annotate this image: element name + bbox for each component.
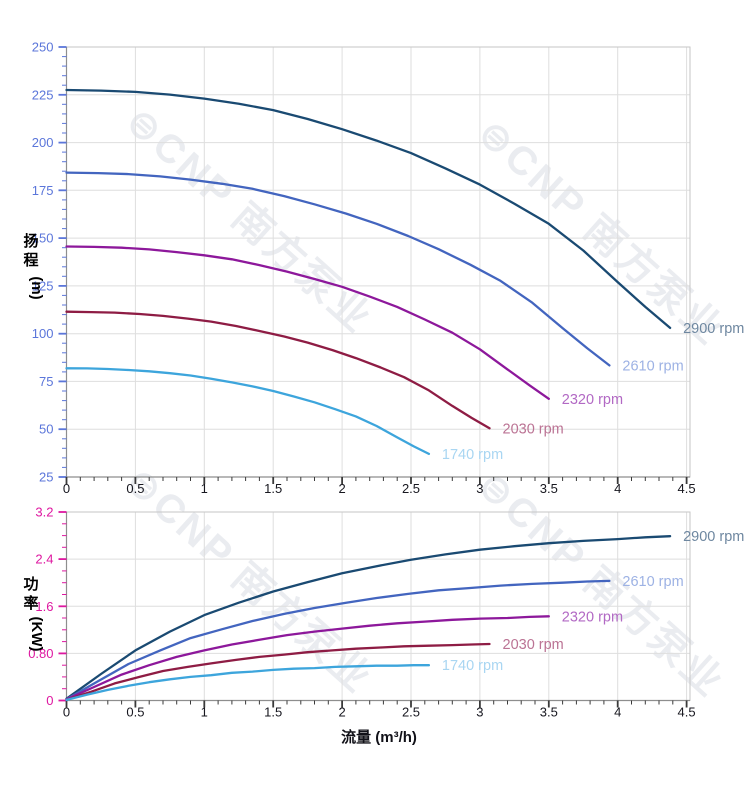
y-tick-label: 50 — [39, 422, 53, 437]
head-curve-2610rpm — [65, 171, 611, 367]
head-chart: 25 50 75 100 125 150 175 200 225 250 0 0.5 1 1.5 2 2.5 3… — [32, 40, 745, 497]
power-curve-2900rpm — [65, 535, 672, 700]
x-tick-label: 4 — [614, 705, 621, 720]
y-tick-label: 150 — [32, 231, 54, 246]
curve-label: 1740 rpm — [442, 447, 503, 463]
x-tick-label: 2.5 — [402, 705, 420, 720]
y-tick-label: 100 — [32, 326, 54, 341]
x-tick-label: 2.5 — [402, 481, 420, 496]
y-tick-label: 25 — [39, 470, 53, 485]
x-tick-label: 0 — [63, 481, 70, 496]
x-tick-label: 1.5 — [264, 481, 282, 496]
power-x-axis: 0 0.5 1 1.5 2 2.5 3 3.5 4 4.5 — [63, 700, 696, 720]
power-chart: 0 0.80 1.6 2.4 3.2 0 0.5 1 1.5 2 2.5 3 3.5 4 4.5 2900 r… — [28, 505, 744, 720]
curve-label: 2610 rpm — [622, 574, 683, 590]
power-gridlines — [65, 511, 691, 702]
head-y-axis: 25 50 75 100 125 150 175 200 225 250 — [32, 40, 67, 485]
head-curve-2900rpm — [65, 88, 672, 330]
watermark-text: ⊜CNP 南方泵业 — [469, 110, 733, 354]
head-curve-2030rpm — [65, 310, 491, 430]
x-axis-title: 流量 (m³/h) — [341, 728, 417, 746]
x-tick-label: 4.5 — [678, 481, 696, 496]
x-tick-label: 3.5 — [540, 481, 558, 496]
watermark-layer: ⊜CNP 南方泵业 ⊜CNP 南方泵业 ⊜CNP 南方泵业 ⊜CNP 南方泵业 — [117, 98, 733, 706]
y-tick-label: 1.6 — [35, 599, 53, 614]
power-y-axis-title: 功 率 (KW) — [23, 576, 45, 651]
curve-label: 2900 rpm — [683, 321, 744, 337]
x-tick-label: 4 — [614, 481, 621, 496]
x-tick-label: 4.5 — [678, 705, 696, 720]
curve-label: 2610 rpm — [622, 358, 683, 374]
head-y-axis-title: 扬 程 (m) — [23, 232, 45, 300]
power-y-axis-char: 率 — [23, 594, 38, 612]
x-tick-label: 0.5 — [126, 705, 144, 720]
curve-label: 2320 rpm — [562, 392, 623, 408]
y-tick-label: 200 — [32, 135, 54, 150]
head-gridlines — [65, 46, 691, 478]
x-tick-label: 2 — [338, 705, 345, 720]
curve-label: 2320 rpm — [562, 609, 623, 625]
y-tick-label: 3.2 — [35, 505, 53, 520]
y-tick-label: 2.4 — [35, 552, 53, 567]
power-curve-2320rpm — [65, 615, 550, 701]
curve-label: 2030 rpm — [503, 637, 564, 653]
y-tick-label: 250 — [32, 40, 54, 55]
power-curve-2030rpm — [65, 642, 491, 702]
head-curve-2320rpm — [65, 245, 550, 400]
curve-label: 1740 rpm — [442, 658, 503, 674]
x-tick-label: 3.5 — [540, 705, 558, 720]
y-tick-label: 0 — [46, 693, 53, 708]
head-y-axis-unit: (m) — [28, 276, 45, 299]
power-curve-2610rpm — [65, 579, 611, 701]
watermark-text: ⊜CNP 南方泵业 — [117, 98, 381, 342]
head-x-axis: 0 0.5 1 1.5 2 2.5 3 3.5 4 4.5 — [63, 477, 696, 496]
curve-label: 2030 rpm — [503, 421, 564, 437]
power-curve-1740rpm — [65, 664, 431, 702]
power-y-axis: 0 0.80 1.6 2.4 3.2 — [28, 505, 67, 708]
head-y-axis-char: 扬 — [23, 232, 38, 250]
x-tick-label: 1 — [201, 705, 208, 720]
y-tick-label: 75 — [39, 374, 53, 389]
y-tick-label: 125 — [32, 278, 54, 293]
y-tick-label: 225 — [32, 87, 54, 102]
curve-label: 2900 rpm — [683, 529, 744, 545]
head-curve-1740rpm — [65, 367, 431, 456]
x-tick-label: 0 — [63, 705, 70, 720]
y-tick-label: 0.80 — [28, 646, 53, 661]
x-tick-label: 3 — [476, 481, 483, 496]
x-tick-label: 0.5 — [126, 481, 144, 496]
x-tick-label: 3 — [476, 705, 483, 720]
power-y-axis-char: 功 — [23, 576, 38, 593]
x-tick-label: 1.5 — [264, 705, 282, 720]
head-y-axis-char: 程 — [23, 252, 38, 269]
y-tick-label: 175 — [32, 183, 54, 198]
x-tick-label: 1 — [201, 481, 208, 496]
power-y-axis-unit: (KW) — [28, 617, 45, 652]
x-tick-label: 2 — [338, 481, 345, 496]
